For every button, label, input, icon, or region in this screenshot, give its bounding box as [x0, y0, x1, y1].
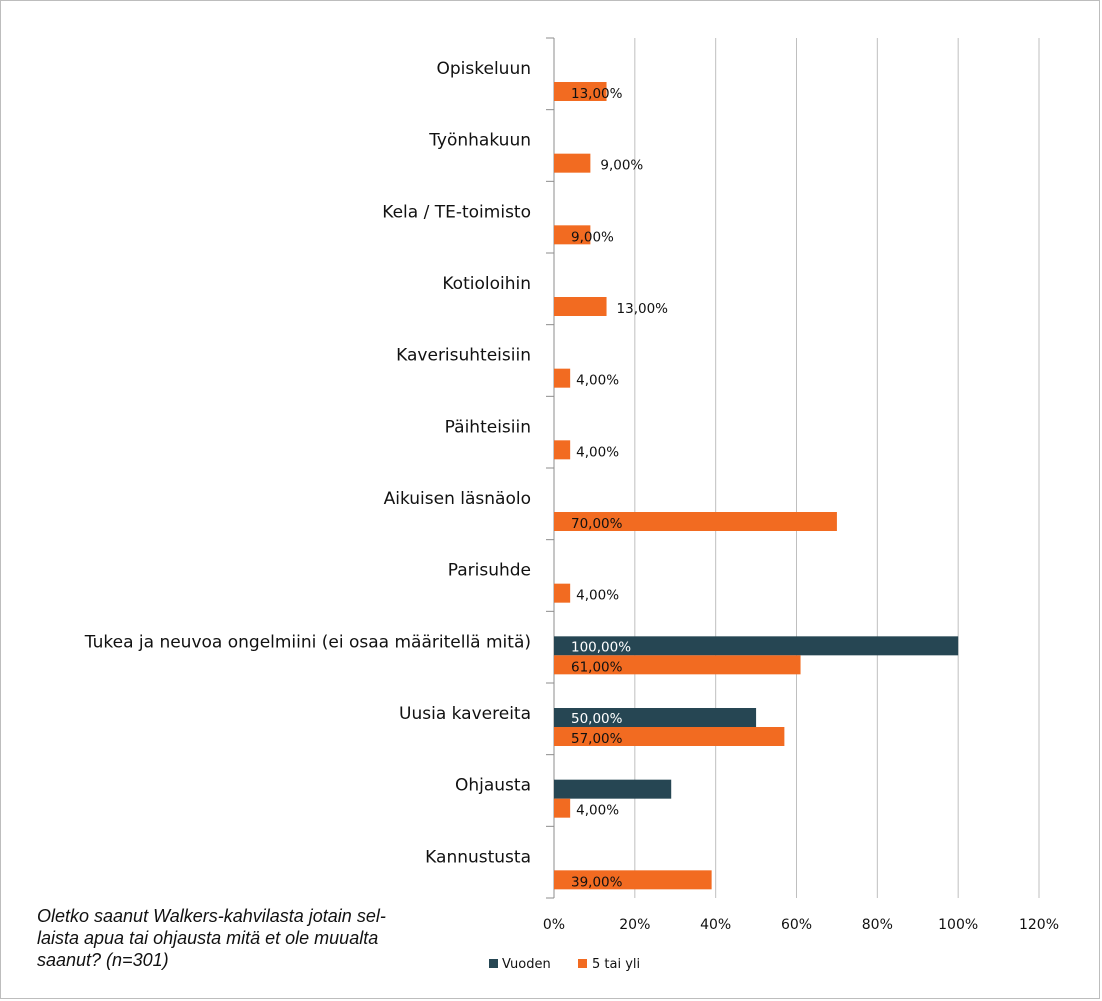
bar-5-tai-yli	[554, 512, 837, 531]
category-label: Parisuhde	[448, 561, 531, 581]
category-label: Uusia kavereita	[399, 704, 531, 724]
data-label-5-tai-yli: 9,00%	[571, 229, 614, 245]
x-tick-label: 0%	[543, 917, 565, 933]
bar-5-tai-yli	[554, 297, 607, 316]
legend-label-vuoden: Vuoden	[502, 957, 551, 972]
category-label: Kotioloihin	[442, 274, 531, 294]
bar-5-tai-yli	[554, 440, 571, 460]
data-label-5-tai-yli: 4,00%	[576, 444, 619, 460]
x-tick-label: 40%	[700, 917, 731, 933]
bar-vuoden	[554, 779, 672, 799]
data-label-5-tai-yli: 9,00%	[600, 158, 643, 174]
bar-vuoden	[554, 636, 959, 656]
category-label: Aikuisen läsnäolo	[384, 489, 531, 509]
legend-swatch-5-tai-yli	[578, 959, 587, 968]
bar-5-tai-yli	[554, 655, 801, 675]
caption-line: Oletko saanut Walkers-kahvilasta jotain …	[37, 906, 386, 926]
category-label: Tukea ja neuvoa ongelmiini (ei osaa määr…	[84, 632, 531, 652]
category-label: Ohjausta	[455, 776, 531, 796]
chart-caption: Oletko saanut Walkers-kahvilasta jotain …	[37, 905, 467, 971]
data-label-5-tai-yli: 13,00%	[617, 301, 669, 317]
data-label-5-tai-yli: 39,00%	[571, 874, 623, 890]
bar-5-tai-yli	[554, 225, 591, 245]
bar-5-tai-yli	[554, 368, 571, 388]
data-label-5-tai-yli: 57,00%	[571, 731, 623, 747]
data-label-5-tai-yli: 4,00%	[576, 803, 619, 819]
data-label-5-tai-yli: 4,00%	[576, 373, 619, 389]
bar-vuoden	[554, 708, 757, 727]
bar-5-tai-yli	[554, 153, 591, 173]
bar-5-tai-yli	[554, 82, 607, 101]
x-tick-label: 80%	[862, 917, 893, 933]
caption-line: laista apua tai ohjausta mitä et ole muu…	[37, 928, 379, 948]
bar-5-tai-yli	[554, 870, 712, 890]
bar-5-tai-yli	[554, 583, 571, 603]
data-label-5-tai-yli: 61,00%	[571, 659, 623, 675]
caption-line: saanut? (n=301)	[37, 950, 169, 970]
x-tick-label: 60%	[781, 917, 812, 933]
data-label-vuoden: 50,00%	[571, 711, 623, 727]
legend-swatch-vuoden	[489, 959, 498, 968]
bar-5-tai-yli	[554, 727, 785, 746]
data-label-5-tai-yli: 4,00%	[576, 588, 619, 604]
data-label-vuoden: 100,00%	[571, 639, 631, 655]
category-label: Työnhakuun	[428, 131, 531, 151]
data-label-5-tai-yli: 70,00%	[571, 516, 623, 532]
data-label-5-tai-yli: 13,00%	[571, 86, 623, 102]
category-label: Kaverisuhteisiin	[396, 346, 531, 366]
category-label: Kannustusta	[425, 847, 531, 867]
legend-label-5-tai-yli: 5 tai yli	[592, 957, 640, 972]
category-label: Kela / TE-toimisto	[382, 202, 531, 222]
x-tick-label: 100%	[938, 917, 978, 933]
bar-5-tai-yli	[554, 798, 571, 818]
category-label: Päihteisiin	[445, 417, 531, 437]
category-label: Opiskeluun	[437, 59, 532, 79]
x-tick-label: 120%	[1019, 917, 1059, 933]
x-tick-label: 20%	[619, 917, 650, 933]
